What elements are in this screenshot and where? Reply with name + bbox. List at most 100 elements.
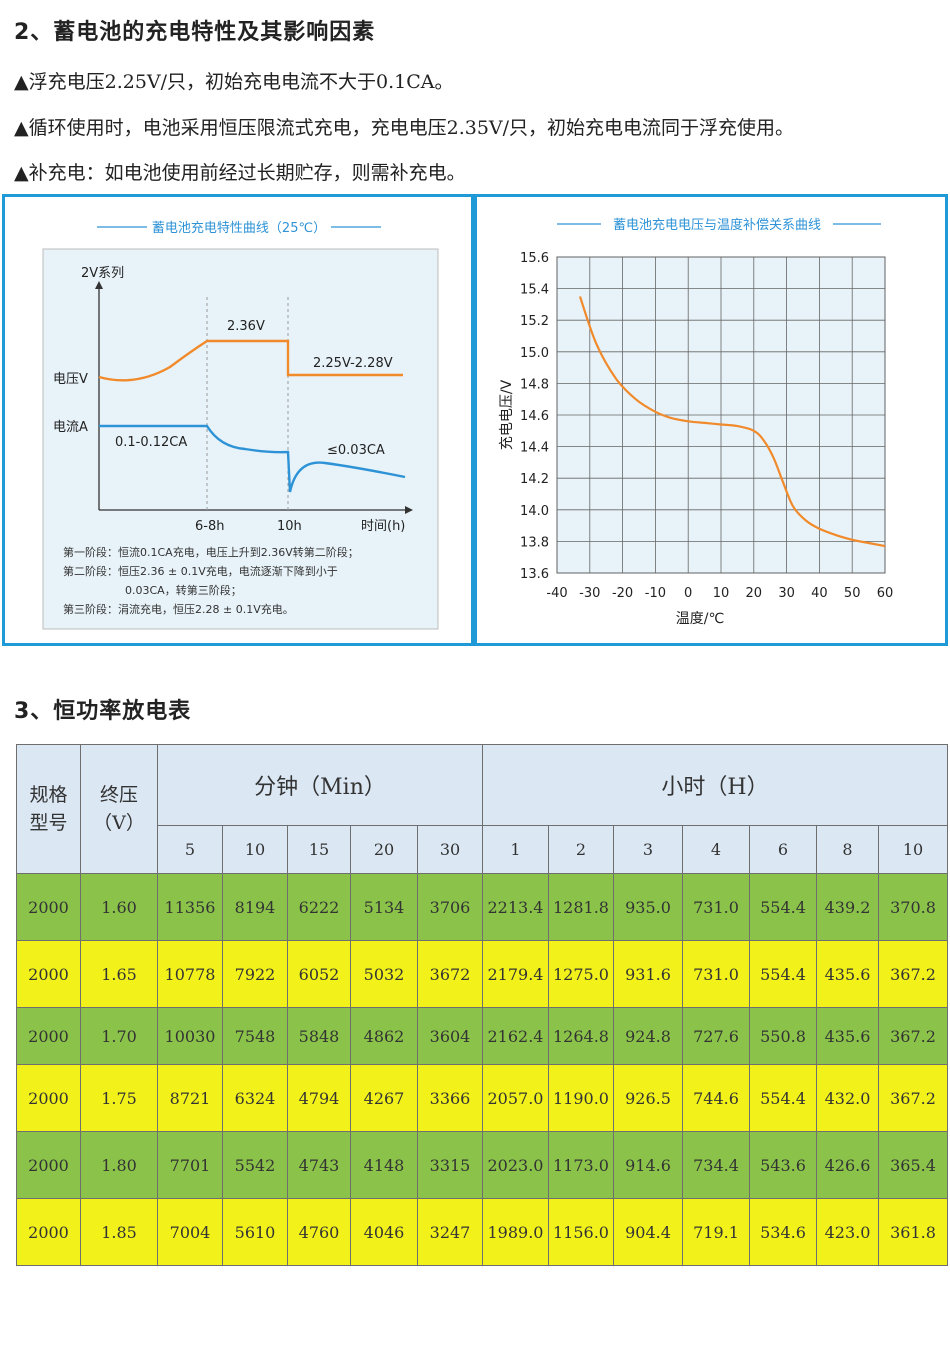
- table-cell: 914.6: [613, 1131, 683, 1199]
- table-cell: 926.5: [613, 1064, 683, 1132]
- table-cell: 4148: [350, 1131, 418, 1199]
- table-cell: 2179.4: [482, 940, 549, 1008]
- table-cell: 554.4: [749, 940, 817, 1008]
- table-cell: 7701: [157, 1131, 223, 1199]
- header-hour-1: 1: [482, 825, 549, 874]
- header-hour-8: 8: [816, 825, 879, 874]
- table-cell: 7004: [157, 1198, 223, 1266]
- table-cell: 727.6: [682, 1007, 750, 1065]
- voltage-temperature-curve: [578, 296, 886, 548]
- table-cell: 435.6: [816, 940, 879, 1008]
- table-cell: 5848: [287, 1007, 351, 1065]
- table-cell: 2213.4: [482, 873, 549, 941]
- table-cell: 2023.0: [482, 1131, 549, 1199]
- table-cell: 1.80: [80, 1131, 158, 1199]
- header-minute-5: 5: [157, 825, 223, 874]
- table-cell: 10778: [157, 940, 223, 1008]
- x-tick-label: 50: [844, 586, 861, 601]
- table-cell: 5610: [222, 1198, 288, 1266]
- note-stage-2-cont: 0.03CA，转第三阶段；: [125, 583, 242, 597]
- table-cell: 2000: [16, 873, 81, 941]
- y-tick-label: 13.6: [520, 567, 549, 582]
- table-cell: 3706: [417, 873, 483, 941]
- header-hour-3: 3: [613, 825, 683, 874]
- left-chart-title: 蓄电池充电特性曲线（25℃）: [152, 220, 326, 236]
- table-cell: 3604: [417, 1007, 483, 1065]
- table-row: 2000 1.75 8721 6324 4794 4267 3366 2057.0 1190.0…: [16, 1064, 949, 1132]
- x-tick-label: 0: [684, 586, 692, 601]
- x-tick-label: -20: [612, 586, 633, 601]
- header-hour-6: 6: [749, 825, 817, 874]
- x-tick-label: -10: [645, 586, 666, 601]
- table-cell: 1190.0: [548, 1064, 614, 1132]
- table-cell: 4862: [350, 1007, 418, 1065]
- x-tick-label: 20: [746, 586, 763, 601]
- x-axis-title: 时间(h): [361, 519, 405, 534]
- current-axis-label: 电流A: [53, 420, 88, 435]
- temperature-compensation-panel: 蓄电池充电电压与温度补偿关系曲线 -40 -30 -20 -10 0 10 20 30 40 50…: [474, 194, 948, 646]
- table-cell: 543.6: [749, 1131, 817, 1199]
- table-cell: 731.0: [682, 873, 750, 941]
- constant-power-discharge-table: 规格 型号 终压 （V） 分钟（Min） 小时（H） 5 10 15 20 30 1 2 3 4…: [16, 744, 949, 1266]
- table-cell: 931.6: [613, 940, 683, 1008]
- table-cell: 935.0: [613, 873, 683, 941]
- x-tick-label: 10: [713, 586, 730, 601]
- table-cell: 365.4: [877, 1131, 949, 1199]
- voltage-axis-label: 电压V: [53, 372, 88, 387]
- table-cell: 423.0: [816, 1198, 879, 1266]
- table-cell: 7922: [222, 940, 288, 1008]
- table-cell: 3315: [417, 1131, 483, 1199]
- table-cell: 4794: [287, 1064, 351, 1132]
- table-cell: 924.8: [613, 1007, 683, 1065]
- x-tick-10h: 10h: [277, 519, 302, 534]
- y-tick-label: 14.2: [520, 472, 549, 487]
- table-cell: 4743: [287, 1131, 351, 1199]
- header-minute-20: 20: [350, 825, 418, 874]
- y-tick-label: 13.8: [520, 535, 549, 550]
- y-tick-label: 14.0: [520, 504, 549, 519]
- table-cell: 2162.4: [482, 1007, 549, 1065]
- y-tick-label: 14.8: [520, 377, 549, 392]
- table-cell: 6052: [287, 940, 351, 1008]
- table-cell: 2000: [16, 1064, 81, 1132]
- voltage-curve: [98, 339, 403, 382]
- x-tick-6-8h: 6-8h: [195, 519, 224, 534]
- table-cell: 367.2: [877, 1064, 949, 1132]
- table-cell: 6324: [222, 1064, 288, 1132]
- table-cell: 1281.8: [548, 873, 614, 941]
- section-3-heading: 3、恒功率放电表: [14, 699, 192, 724]
- table-row: 2000 1.85 7004 5610 4760 4046 3247 1989.0 1156.0…: [16, 1198, 949, 1266]
- table-cell: 719.1: [682, 1198, 750, 1266]
- table-row: 2000 1.80 7701 5542 4743 4148 3315 2023.0 1173.0…: [16, 1131, 949, 1199]
- table-cell: 904.4: [613, 1198, 683, 1266]
- charge-characteristic-figure: 蓄电池充电特性曲线（25℃） 2V系列 电压V 电流A 2.36V 2.25V-…: [42, 220, 439, 630]
- header-end-voltage: 终压 （V）: [80, 744, 158, 874]
- current-end-label: ≤0.03CA: [327, 443, 385, 458]
- bullet-float-charge: ▲浮充电压2.25V/只，初始充电电流不大于0.1CA。: [14, 71, 454, 93]
- header-hour-10: 10: [877, 825, 949, 874]
- table-cell: 550.8: [749, 1007, 817, 1065]
- table-cell: 10030: [157, 1007, 223, 1065]
- section-2-heading: 2、蓄电池的充电特性及其影响因素: [14, 20, 376, 45]
- table-cell: 1275.0: [548, 940, 614, 1008]
- header-hour-2: 2: [548, 825, 614, 874]
- table-cell: 554.4: [749, 873, 817, 941]
- table-cell: 2000: [16, 940, 81, 1008]
- table-cell: 2000: [16, 1198, 81, 1266]
- table-cell: 370.8: [877, 873, 949, 941]
- table-cell: 1989.0: [482, 1198, 549, 1266]
- bullet-supplement-charge: ▲补充电：如电池使用前经过长期贮存，则需补充电。: [14, 162, 466, 184]
- voltage-float-label: 2.25V-2.28V: [313, 356, 393, 371]
- x-tick-label: -40: [546, 586, 567, 601]
- header-minute-10: 10: [222, 825, 288, 874]
- y-tick-label: 15.0: [520, 346, 549, 361]
- left-y-axis-arrow: [95, 281, 103, 289]
- table-cell: 426.6: [816, 1131, 879, 1199]
- table-cell: 1.65: [80, 940, 158, 1008]
- table-cell: 8194: [222, 873, 288, 941]
- table-cell: 432.0: [816, 1064, 879, 1132]
- current-curve: [99, 424, 406, 493]
- table-cell: 361.8: [877, 1198, 949, 1266]
- table-cell: 1.60: [80, 873, 158, 941]
- table-cell: 534.6: [749, 1198, 817, 1266]
